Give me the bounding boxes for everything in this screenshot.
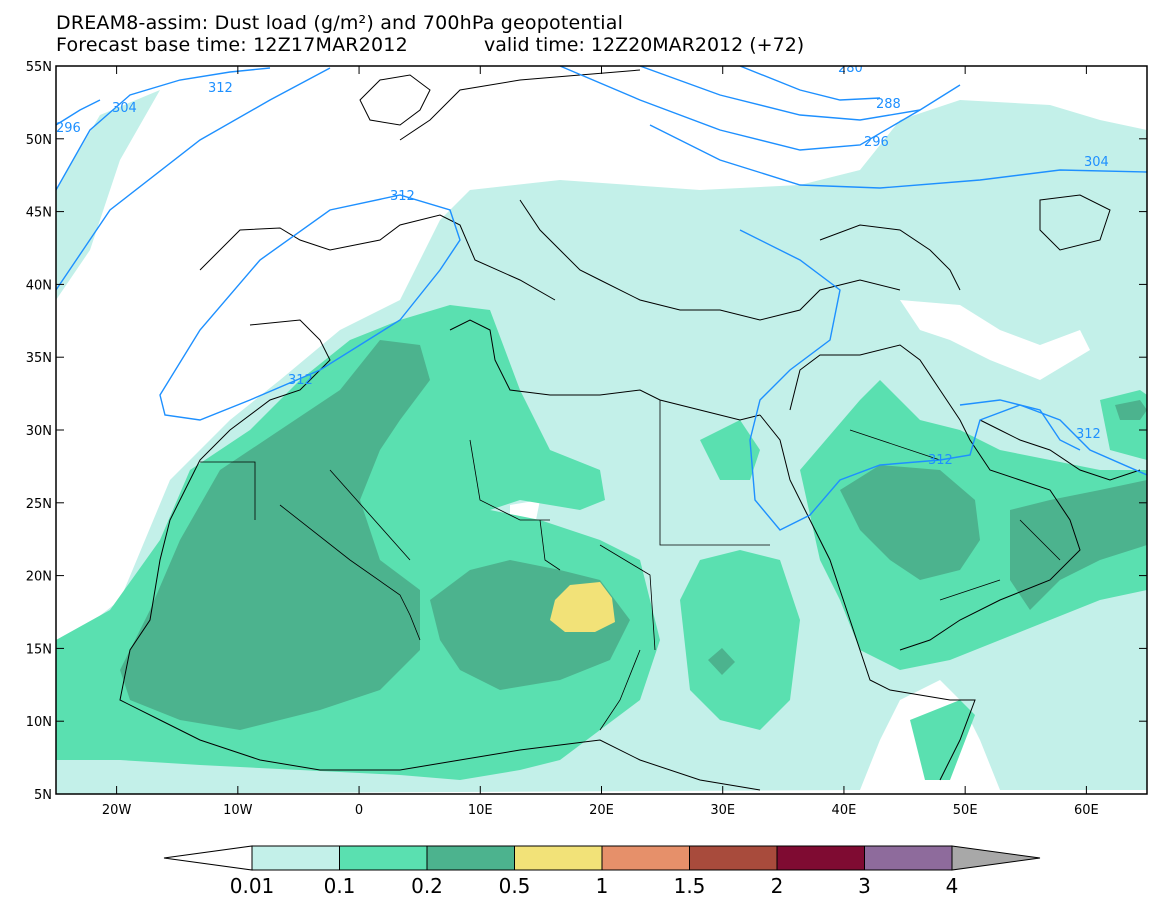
colorbar-label: 0.2 [411,874,443,898]
lon-label: 40E [832,803,857,818]
contour-label: 280 [838,61,863,76]
colorbar-label: 0.01 [230,874,275,898]
colorbar-box [776,845,865,871]
lon-label: 10E [468,803,493,818]
contour-label: 304 [1084,155,1109,170]
contour-label: 312 [390,189,415,204]
dust-level-0.2 [120,340,430,730]
lon-label: 30E [710,803,735,818]
dust-level-0.1 [700,420,760,480]
colorbar-label: 3 [858,874,871,898]
lat-label: 30N [26,424,52,439]
dust-level-0.2 [840,465,980,580]
contour-labels: 296 304 312 312 312 312 280 288 296 304 … [56,61,1109,468]
longitude-labels: 20W 10W 0 10E 20E 30E 40E 50E 60E [102,803,1099,818]
colorbar-box [864,845,953,871]
valid-time: valid time: 12Z20MAR2012 (+72) [484,34,805,56]
dust-level-0.5 [550,582,615,632]
colorbar-label: 2 [771,874,784,898]
colorbar-label: 0.5 [499,874,531,898]
dust-fields: 296 304 312 312 312 312 280 288 296 304 … [56,61,1147,794]
lat-label: 10N [26,715,52,730]
geopotential-contours [56,66,1147,531]
contour-label: 296 [56,121,81,136]
lat-label: 45N [26,206,52,221]
forecast-base-time: Forecast base time: 12Z17MAR2012 [56,34,408,56]
coastlines [119,69,1141,791]
country-borders [200,400,1061,731]
contour-label: 312 [208,81,233,96]
colorbar-box [601,845,690,871]
lat-label: 15N [26,642,52,657]
contour-label: 296 [864,135,889,150]
dust-level-0.1 [680,550,800,730]
lat-label: 20N [26,570,52,585]
lon-label: 0 [355,803,363,818]
lon-label: 60E [1074,803,1099,818]
colorbar-label: 0.1 [324,874,356,898]
lon-label: 20E [589,803,614,818]
colorbar-label: 4 [946,874,959,898]
lat-label: 50N [26,133,52,148]
lat-label: 25N [26,497,52,512]
lon-label: 20W [102,803,132,818]
map-title: DREAM8-assim: Dust load (g/m²) and 700hP… [56,12,624,34]
colorbar-over-arrow [951,845,1041,871]
lat-label: 40N [26,278,52,293]
dust-level-0.2 [1115,400,1147,420]
colorbar-box [251,845,340,871]
colorbar-box [514,845,603,871]
dust-level-0.1 [910,700,975,780]
dust-level-0.2 [708,648,735,675]
lat-label: 35N [26,351,52,366]
colorbar: 0.01 0.1 0.2 0.5 1 1.5 2 3 4 [163,845,1041,898]
colorbar-box [426,845,515,871]
contour-label: 304 [112,101,137,116]
colorbar-label: 1.5 [674,874,706,898]
contour-label: 312 [1076,427,1101,442]
axis-ticks [56,65,1147,795]
lon-label: 10W [223,803,253,818]
colorbar-label: 1 [596,874,609,898]
latitude-labels: 55N 50N 45N 40N 35N 30N 25N 20N 15N 10N 5N [26,60,52,803]
colorbar-box [689,845,778,871]
dust-level-0.01-east [960,600,1147,760]
colorbar-box [339,845,428,871]
lon-label: 50E [953,803,978,818]
colorbar-under-arrow [163,845,253,871]
contour-label: 312 [288,373,313,388]
lat-label: 55N [26,60,52,75]
lat-label: 5N [34,788,52,803]
contour-label: 288 [876,97,901,112]
dust-level-0.01 [56,90,160,300]
contour-label: 312 [928,453,953,468]
